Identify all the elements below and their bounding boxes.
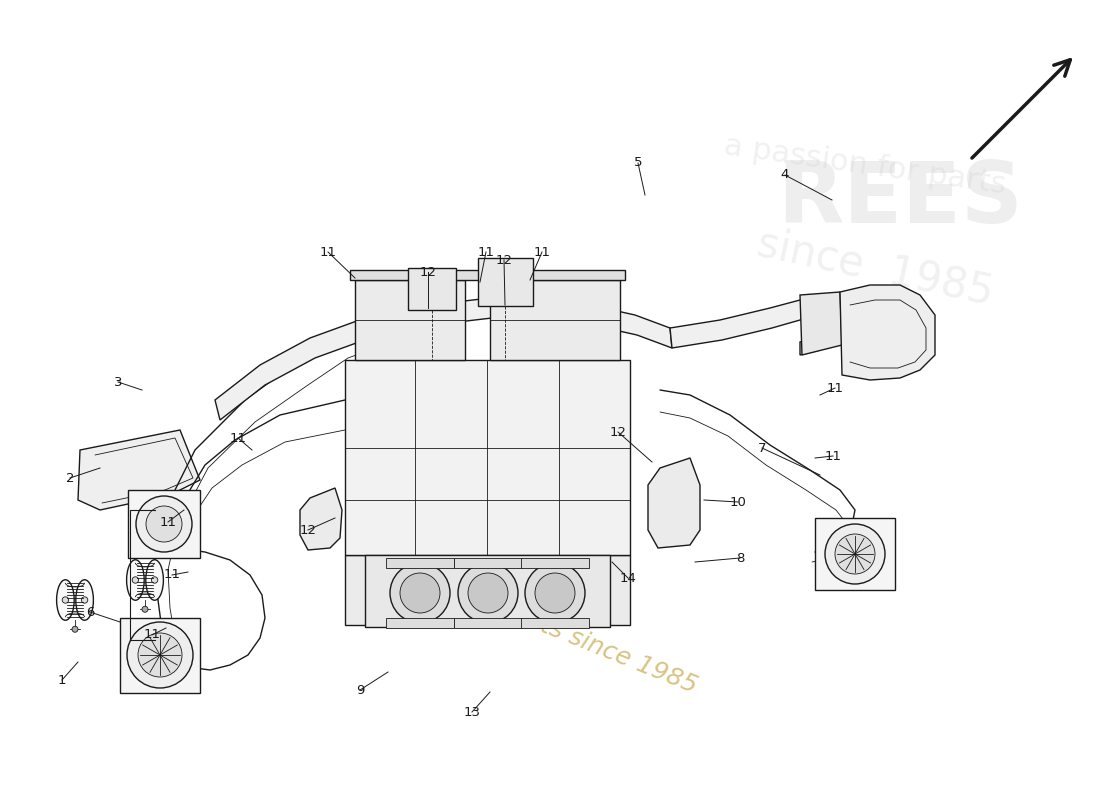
Circle shape — [136, 496, 192, 552]
Circle shape — [142, 606, 148, 612]
Bar — [478, 258, 534, 306]
Polygon shape — [350, 270, 625, 280]
Bar — [815, 518, 895, 590]
Text: a passion: a passion — [463, 542, 596, 618]
Text: 12: 12 — [609, 426, 627, 438]
Circle shape — [390, 563, 450, 623]
Text: since  1985: since 1985 — [754, 222, 997, 314]
Bar — [386, 618, 454, 628]
Text: 6: 6 — [86, 606, 95, 618]
Circle shape — [146, 506, 182, 542]
Bar — [120, 618, 200, 693]
Text: 12: 12 — [495, 254, 513, 266]
Circle shape — [468, 573, 508, 613]
Bar — [521, 618, 588, 628]
Circle shape — [152, 577, 157, 583]
Polygon shape — [670, 298, 838, 355]
Polygon shape — [300, 488, 342, 550]
Polygon shape — [214, 298, 672, 420]
Polygon shape — [78, 430, 200, 510]
Circle shape — [81, 597, 88, 603]
Text: 2: 2 — [66, 471, 75, 485]
Text: 11: 11 — [164, 569, 180, 582]
Polygon shape — [840, 285, 935, 380]
Text: 9: 9 — [355, 683, 364, 697]
Text: 11: 11 — [826, 382, 844, 394]
Polygon shape — [800, 292, 842, 355]
Text: 14: 14 — [619, 571, 637, 585]
Polygon shape — [355, 280, 465, 360]
Text: 7: 7 — [758, 442, 767, 454]
Bar — [128, 490, 200, 558]
Circle shape — [535, 573, 575, 613]
Polygon shape — [490, 280, 620, 360]
Ellipse shape — [56, 580, 74, 620]
Ellipse shape — [146, 560, 164, 600]
Bar — [408, 268, 456, 310]
Text: 12: 12 — [299, 523, 317, 537]
Text: 11: 11 — [825, 450, 842, 462]
Text: 1: 1 — [57, 674, 66, 686]
Text: 11: 11 — [230, 431, 246, 445]
Circle shape — [126, 622, 192, 688]
Circle shape — [835, 534, 874, 574]
Polygon shape — [648, 458, 700, 548]
Circle shape — [400, 573, 440, 613]
Text: 5: 5 — [634, 157, 642, 170]
Circle shape — [138, 633, 182, 677]
Ellipse shape — [126, 560, 144, 600]
Circle shape — [63, 597, 68, 603]
Bar — [521, 558, 588, 568]
Circle shape — [525, 563, 585, 623]
Polygon shape — [345, 555, 630, 625]
Text: 3: 3 — [113, 375, 122, 389]
Circle shape — [825, 524, 886, 584]
Text: 8: 8 — [736, 551, 745, 565]
Bar — [454, 558, 522, 568]
Circle shape — [72, 626, 78, 632]
Text: a passion for parts: a passion for parts — [722, 131, 1008, 199]
Polygon shape — [345, 360, 630, 555]
Text: 13: 13 — [463, 706, 481, 718]
Circle shape — [458, 563, 518, 623]
Text: 11: 11 — [319, 246, 337, 258]
Text: 11: 11 — [477, 246, 495, 258]
Polygon shape — [365, 555, 611, 627]
Text: for parts since 1985: for parts since 1985 — [459, 582, 701, 698]
Text: 11: 11 — [160, 515, 176, 529]
Circle shape — [132, 577, 139, 583]
Text: 11: 11 — [534, 246, 550, 258]
Ellipse shape — [76, 580, 94, 620]
Text: 10: 10 — [729, 495, 747, 509]
Bar — [454, 618, 522, 628]
Text: 11: 11 — [143, 629, 161, 642]
Text: REES: REES — [777, 158, 1023, 242]
Text: 12: 12 — [419, 266, 437, 278]
Bar — [386, 558, 454, 568]
Text: 4: 4 — [781, 169, 789, 182]
